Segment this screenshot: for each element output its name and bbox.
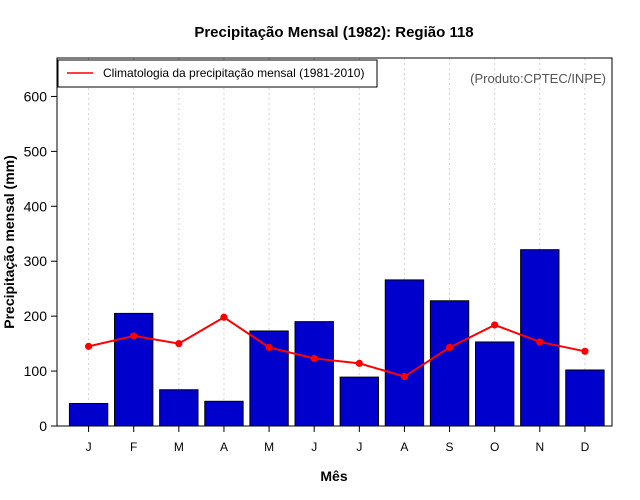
climatology-point — [265, 343, 273, 352]
y-tick-label: 300 — [24, 253, 48, 269]
y-tick-label: 100 — [24, 363, 48, 379]
climatology-point — [491, 321, 499, 329]
x-tick-label: J — [356, 440, 362, 454]
x-tick-label: A — [220, 440, 228, 454]
x-axis-label: Mês — [320, 468, 347, 484]
bar — [114, 312, 154, 427]
x-tick-label: M — [264, 440, 274, 454]
x-tick-label: J — [311, 440, 317, 454]
x-tick-label: M — [174, 440, 184, 454]
x-tick-label: J — [86, 440, 92, 454]
climatology-point — [581, 347, 589, 355]
climatology-point — [445, 343, 454, 352]
bar — [429, 300, 470, 427]
climatology-point — [536, 338, 544, 346]
y-axis-label: Precipitação mensal (mm) — [1, 155, 17, 329]
y-tick-label: 200 — [24, 308, 48, 324]
bar — [565, 369, 605, 427]
x-tick-label: A — [400, 440, 408, 454]
climatology-point — [84, 342, 93, 350]
credit-text: (Produto:CPTEC/INPE) — [470, 71, 606, 86]
x-tick-label: S — [446, 440, 454, 454]
climatology-point — [310, 354, 318, 363]
climatology-point — [130, 332, 138, 340]
legend-label: Climatologia da precipitação mensal (198… — [103, 66, 364, 80]
climatology-point — [355, 359, 363, 367]
y-axis: 0 100 200 300 400 500 600 — [24, 88, 57, 434]
bar — [68, 402, 109, 427]
bar — [159, 389, 199, 427]
x-tick-label: N — [535, 440, 544, 454]
x-tick-label: O — [490, 440, 499, 454]
climatology-line — [84, 313, 589, 381]
legend-box — [57, 59, 378, 88]
y-tick-label: 0 — [39, 418, 47, 434]
x-tick-label: F — [130, 440, 137, 454]
y-tick-label: 400 — [24, 198, 48, 214]
climatology-series-line — [88, 316, 586, 378]
bar — [339, 376, 379, 427]
chart-title: Precipitação Mensal (1982): Região 118 — [194, 24, 473, 41]
bar — [475, 341, 515, 427]
y-tick-label: 600 — [24, 88, 48, 104]
x-tick-label: D — [581, 440, 590, 454]
climatology-point — [220, 313, 228, 321]
plot-frame — [56, 57, 613, 427]
bar — [384, 279, 425, 427]
bar — [294, 321, 334, 427]
y-tick-label: 500 — [24, 143, 48, 159]
climatology-point — [175, 340, 183, 348]
bar — [204, 400, 244, 427]
climatology-point — [400, 372, 409, 381]
legend: Climatologia da precipitação mensal (198… — [57, 59, 378, 88]
